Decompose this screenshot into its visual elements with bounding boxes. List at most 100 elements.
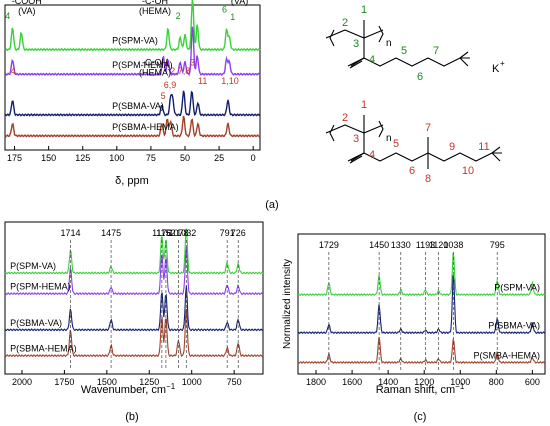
ir-x-axis-title: Wavenumber, cm−1	[81, 382, 176, 396]
x-tick-label: 2000	[12, 377, 32, 387]
spm-label-4: 4	[369, 54, 375, 66]
spm-label-5: 5	[401, 45, 407, 57]
series-label: P(SMBA-HEMA)	[474, 350, 541, 360]
spm-backbone-bracket-left	[329, 29, 335, 47]
peak-annotation: 11	[198, 76, 207, 86]
series-label: P(SBMA-VA)	[488, 321, 540, 331]
peak-annotation: 1,10	[221, 76, 239, 86]
sbma-label-4: 4	[369, 149, 375, 161]
spm-label-6: 6	[417, 71, 423, 83]
x-tick-label: 800	[489, 377, 504, 387]
raman-x-axis-title-text: Raman shift, cm	[376, 384, 455, 396]
peak-annotation: 1152	[156, 228, 175, 238]
x-tick-label: 1400	[378, 377, 398, 387]
ir-x-axis-title-text: Wavenumber, cm	[81, 384, 166, 396]
x-tick-label: 750	[227, 377, 242, 387]
raman-x-axis-title: Raman shift, cm−1	[376, 382, 465, 396]
peak-annotation: 1120	[429, 240, 448, 250]
series-line	[4, 308, 264, 358]
peak-annotation: 6	[222, 5, 227, 15]
x-tick-label: 1250	[139, 377, 159, 387]
spm-backbone-bracket-right	[378, 25, 384, 43]
x-tick-label: 50	[180, 153, 190, 163]
x-tick-label: 125	[75, 153, 90, 163]
peak-annotation: 1032	[176, 228, 196, 238]
sbma-bracket-right	[378, 120, 384, 138]
spm-repeat-n: n	[386, 38, 392, 49]
peak-annotation: 4	[11, 66, 16, 76]
peak-annotation: -COOH	[12, 0, 42, 6]
raman-x-axis-title-sup: −1	[455, 382, 465, 391]
spm-counterion-charge: +	[500, 59, 505, 68]
sbma-label-7: 7	[425, 122, 431, 134]
peak-annotation: 5	[161, 91, 166, 101]
peak-annotation: 6,9	[164, 80, 177, 90]
raman-panel: 1800 1600 1400 1200 1000 800 600 P(SPM-VA) P(SB…	[282, 233, 546, 396]
sbma-label-9: 9	[449, 141, 455, 153]
nmr-panel: 175 150 125 100 75 50 25 0 P(SPM-VA)P(SPM-HEMA)…	[4, 0, 261, 187]
spm-label-3: 3	[353, 38, 359, 50]
series-label: P(SPM-VA)	[112, 36, 158, 46]
peak-annotation: 2	[176, 11, 181, 21]
spm-ester-chain	[363, 57, 461, 67]
series-line	[297, 336, 545, 364]
panel-c-label: (c)	[414, 411, 427, 423]
sbma-label-5: 5	[393, 138, 399, 150]
peak-annotation: 1	[230, 12, 235, 22]
x-tick-label: 150	[41, 153, 56, 163]
x-tick-label: 600	[525, 377, 540, 387]
peak-annotation: -C-OH	[142, 0, 168, 6]
series-line	[4, 247, 264, 296]
sbma-structure: 1 2 3 4 5 6 7 8 9 10 11 n	[325, 99, 502, 185]
molecular-structures: 1 2 3 4 5 6 7 n K + 1 2 3 4 5 6	[325, 4, 505, 185]
sbma-label-10: 10	[462, 165, 474, 177]
x-tick-label: 1000	[182, 377, 202, 387]
sbma-bracket-left	[329, 124, 335, 142]
x-tick-label: 1750	[54, 377, 74, 387]
x-tick-label: 0	[251, 153, 256, 163]
x-tick-label: 1000	[450, 377, 470, 387]
peak-annotation: 1193	[416, 240, 435, 250]
sbma-label-3: 3	[353, 133, 359, 145]
x-tick-label: 1800	[306, 377, 326, 387]
spm-counterion: K	[492, 63, 500, 75]
nmr-plot-frame	[4, 4, 261, 151]
panel-a-label: (a)	[265, 199, 278, 211]
sbma-sulfonate-bonds	[491, 146, 502, 162]
ir-panel: 2000 1750 1500 1250 1000 750 P(SPM-VA) P(SPM-H…	[4, 221, 264, 396]
x-tick-label: 175	[7, 153, 22, 163]
sbma-label-8: 8	[425, 173, 431, 185]
sbma-repeat-n: n	[386, 133, 392, 144]
spm-backbone	[325, 29, 384, 39]
panel-b-label: (b)	[125, 411, 138, 423]
series-line	[4, 228, 264, 275]
sbma-label-2: 2	[342, 112, 348, 124]
series-label: P(SBMA-HEMA)	[112, 122, 179, 132]
peak-annotation: 795	[490, 240, 505, 250]
spm-label-7: 7	[433, 45, 439, 57]
raman-y-axis-title: Normalized intensity	[282, 259, 293, 349]
peak-annotation: 726	[231, 228, 246, 238]
series-label: P(SBMA-VA)	[10, 318, 62, 328]
peak-annotation: 1475	[101, 228, 121, 238]
sbma-label-1: 1	[361, 99, 367, 111]
peak-annotation: (HEMA)	[139, 6, 171, 16]
x-tick-label: 1200	[414, 377, 434, 387]
series-line	[4, 0, 261, 52]
series-line	[4, 115, 261, 138]
series-label: P(SBMA-VA)	[112, 101, 164, 111]
series-line	[4, 90, 261, 117]
series-line	[297, 275, 546, 335]
peak-annotation: 4	[5, 11, 10, 21]
peak-annotation: -C-OH	[142, 58, 168, 68]
sbma-carbonyl-double	[349, 152, 365, 164]
series-label: P(SPM-HEMA)	[112, 60, 173, 70]
spm-label-2: 2	[342, 17, 348, 29]
series-label: P(SBMA-HEMA)	[10, 344, 77, 354]
peak-annotation: 1450	[369, 240, 389, 250]
series-label: P(SPM-VA)	[10, 261, 56, 271]
sbma-backbone	[325, 124, 384, 134]
peak-annotation: 3	[190, 58, 195, 68]
sbma-ester-chain	[363, 152, 429, 162]
